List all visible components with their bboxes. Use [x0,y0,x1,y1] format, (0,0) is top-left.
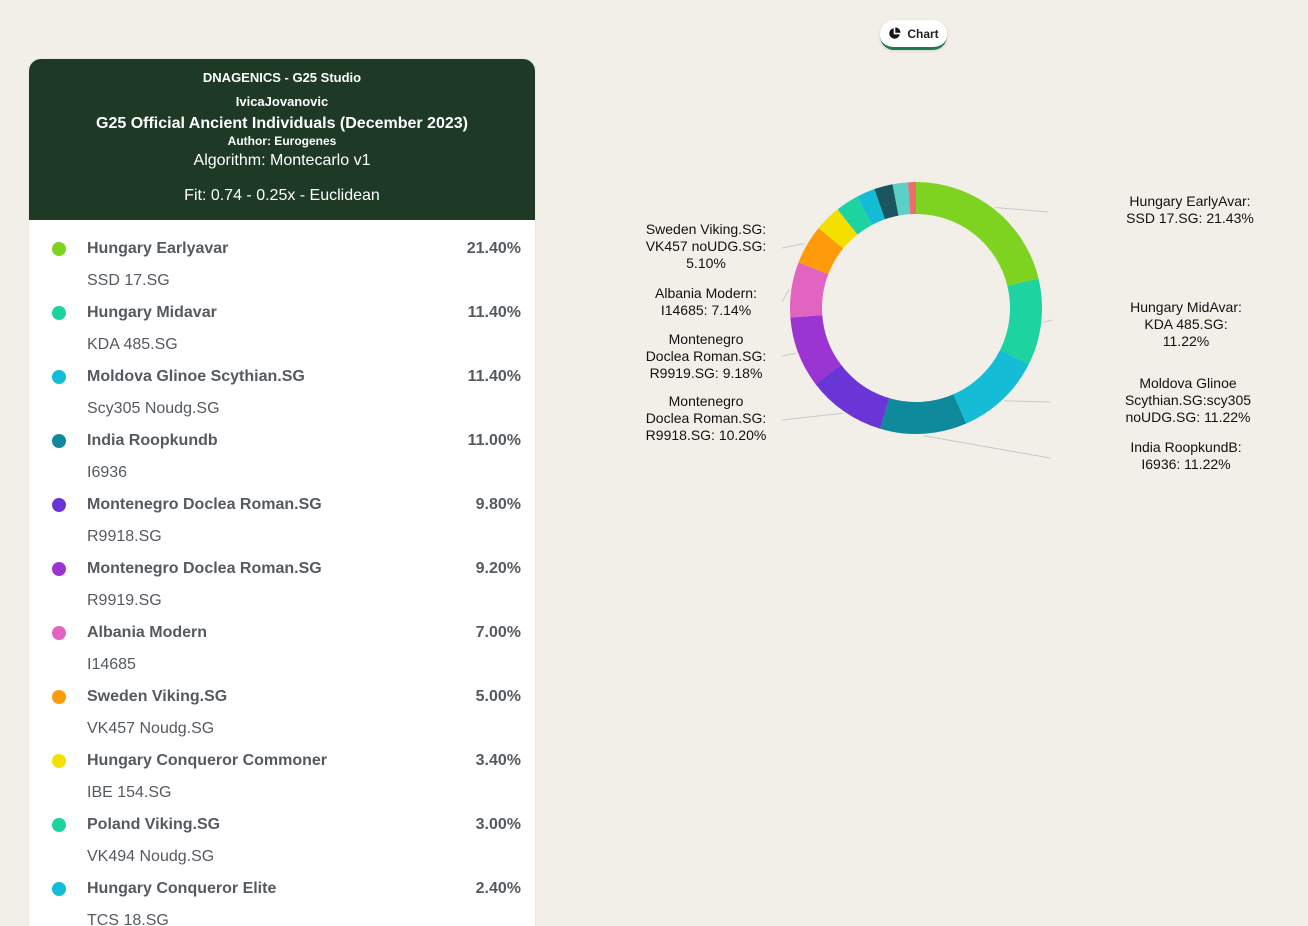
pie-chart-icon [889,27,901,39]
population-percent: 21.40% [466,240,521,257]
list-item[interactable]: Hungary Conqueror Elite 2.40% TCS 18.SG [29,870,535,926]
population-name: India Roopkundb [87,432,218,449]
results-panel: DNAGENICS - G25 Studio IvicaJovanovic G2… [29,59,535,926]
list-item[interactable]: Montenegro Doclea Roman.SG 9.80% R9918.SG [29,486,535,550]
sample-id: VK494 Noudg.SG [87,848,215,865]
list-item[interactable]: Poland Viking.SG 3.00% VK494 Noudg.SG [29,806,535,870]
label-leader-line [781,352,797,357]
color-dot-icon [52,818,66,832]
population-percent: 9.80% [475,496,521,513]
donut-slice[interactable] [790,315,842,384]
dataset-author: Author: Eurogenes [227,134,337,148]
population-percent: 7.00% [475,624,521,641]
color-dot-icon [52,370,66,384]
donut-slice[interactable] [908,182,916,215]
sample-id: VK457 Noudg.SG [87,720,215,737]
sample-id: IBE 154.SG [87,784,172,801]
sample-id: R9919.SG [87,592,162,609]
sample-id: TCS 18.SG [87,912,169,926]
color-dot-icon [52,626,66,640]
color-dot-icon [52,434,66,448]
label-leader-line [995,206,1049,213]
donut-slice[interactable] [874,184,899,220]
dataset-title: G25 Official Ancient Individuals (Decemb… [96,115,468,132]
label-leader-line [781,243,806,249]
population-name: Poland Viking.SG [87,816,221,833]
population-percent: 5.00% [475,688,521,705]
sample-id: R9918.SG [87,528,162,545]
color-dot-icon [52,306,66,320]
donut-slice[interactable] [815,364,890,429]
color-dot-icon [52,562,66,576]
population-name: Hungary Conqueror Commoner [87,752,328,769]
slice-label: Sweden Viking.SG: VK457 noUDG.SG: 5.10% [646,221,767,271]
list-item[interactable]: Sweden Viking.SG 5.00% VK457 Noudg.SG [29,678,535,742]
chart-toggle-button[interactable]: Chart [880,20,947,50]
color-dot-icon [52,498,66,512]
label-leader-line [923,435,1051,459]
sample-id: Scy305 Noudg.SG [87,400,220,417]
label-leader-line [781,412,844,421]
donut-slice[interactable] [818,209,858,249]
donut-slice[interactable] [1000,278,1042,365]
color-dot-icon [52,690,66,704]
results-list: Hungary Earlyavar 21.40% SSD 17.SG Hungary … [29,220,535,926]
color-dot-icon [52,754,66,768]
population-percent: 9.20% [475,560,521,577]
fit-label: Fit: 0.74 - 0.25x - Euclidean [184,187,380,204]
population-name: Albania Modern [87,624,208,641]
algorithm-label: Algorithm: Montecarlo v1 [193,152,371,169]
sample-id: I6936 [87,464,128,481]
slice-label: Moldova Glinoe Scythian.SG:scy305 noUDG.SG… [1125,375,1251,425]
chart-toggle-label: Chart [907,26,939,41]
slice-label: Montenegro Doclea Roman.SG: R9918.SG: 10.2… [646,393,767,443]
list-item[interactable]: Montenegro Doclea Roman.SG 9.20% R9919.SG [29,550,535,614]
label-leader-line [781,289,790,303]
user-name: IvicaJovanovic [235,94,329,109]
donut-slice[interactable] [916,182,1039,286]
population-name: Montenegro Doclea Roman.SG [87,496,322,513]
color-dot-icon [52,242,66,256]
slice-label: Montenegro Doclea Roman.SG: R9919.SG: 9.18… [646,331,767,381]
population-percent: 11.40% [467,304,521,321]
sample-id: I14685 [87,656,136,673]
sample-id: SSD 17.SG [87,272,170,289]
donut-slice[interactable] [857,189,885,225]
slice-label: India RoopkundB: I6936: 11.22% [1130,439,1241,472]
list-item[interactable]: Hungary Earlyavar 21.40% SSD 17.SG [29,230,535,294]
donut-slice[interactable] [837,196,873,235]
label-leader-line [1004,400,1051,403]
population-percent: 3.40% [475,752,521,769]
population-name: Hungary Midavar [87,304,217,321]
color-dot-icon [52,882,66,896]
population-name: Hungary Conqueror Elite [87,880,277,897]
population-name: Montenegro Doclea Roman.SG [87,560,322,577]
population-name: Sweden Viking.SG [87,688,228,705]
list-item[interactable]: Albania Modern 7.00% I14685 [29,614,535,678]
donut-slice[interactable] [953,349,1029,424]
label-leader-line [1043,319,1053,323]
sample-id: KDA 485.SG [87,336,178,353]
list-item[interactable]: Hungary Conqueror Commoner 3.40% IBE 154.S… [29,742,535,806]
list-item[interactable]: Moldova Glinoe Scythian.SG 11.40% Scy305 N… [29,358,535,422]
list-item[interactable]: India Roopkundb 11.00% I6936 [29,422,535,486]
population-name: Hungary Earlyavar [87,240,229,257]
donut-slice[interactable] [892,182,911,216]
slice-label: Hungary MidAvar: KDA 485.SG: 11.22% [1130,299,1242,349]
slice-label: Albania Modern: I14685: 7.14% [655,285,757,318]
list-item[interactable]: Hungary Midavar 11.40% KDA 485.SG [29,294,535,358]
population-name: Moldova Glinoe Scythian.SG [87,368,305,385]
population-percent: 11.00% [467,432,521,449]
brand-title: DNAGENICS - G25 Studio [202,70,362,85]
donut-chart: Hungary EarlyAvar: SSD 17.SG: 21.43% Hunga… [646,182,1254,472]
population-percent: 2.40% [475,880,521,897]
slice-label: Hungary EarlyAvar: SSD 17.SG: 21.43% [1126,193,1254,226]
population-percent: 3.00% [475,816,521,833]
panel-header: DNAGENICS - G25 Studio IvicaJovanovic G2… [29,59,535,220]
population-percent: 11.40% [467,368,521,385]
donut-slice[interactable] [880,394,967,434]
donut-slice[interactable] [798,228,844,275]
donut-slice[interactable] [790,262,829,318]
